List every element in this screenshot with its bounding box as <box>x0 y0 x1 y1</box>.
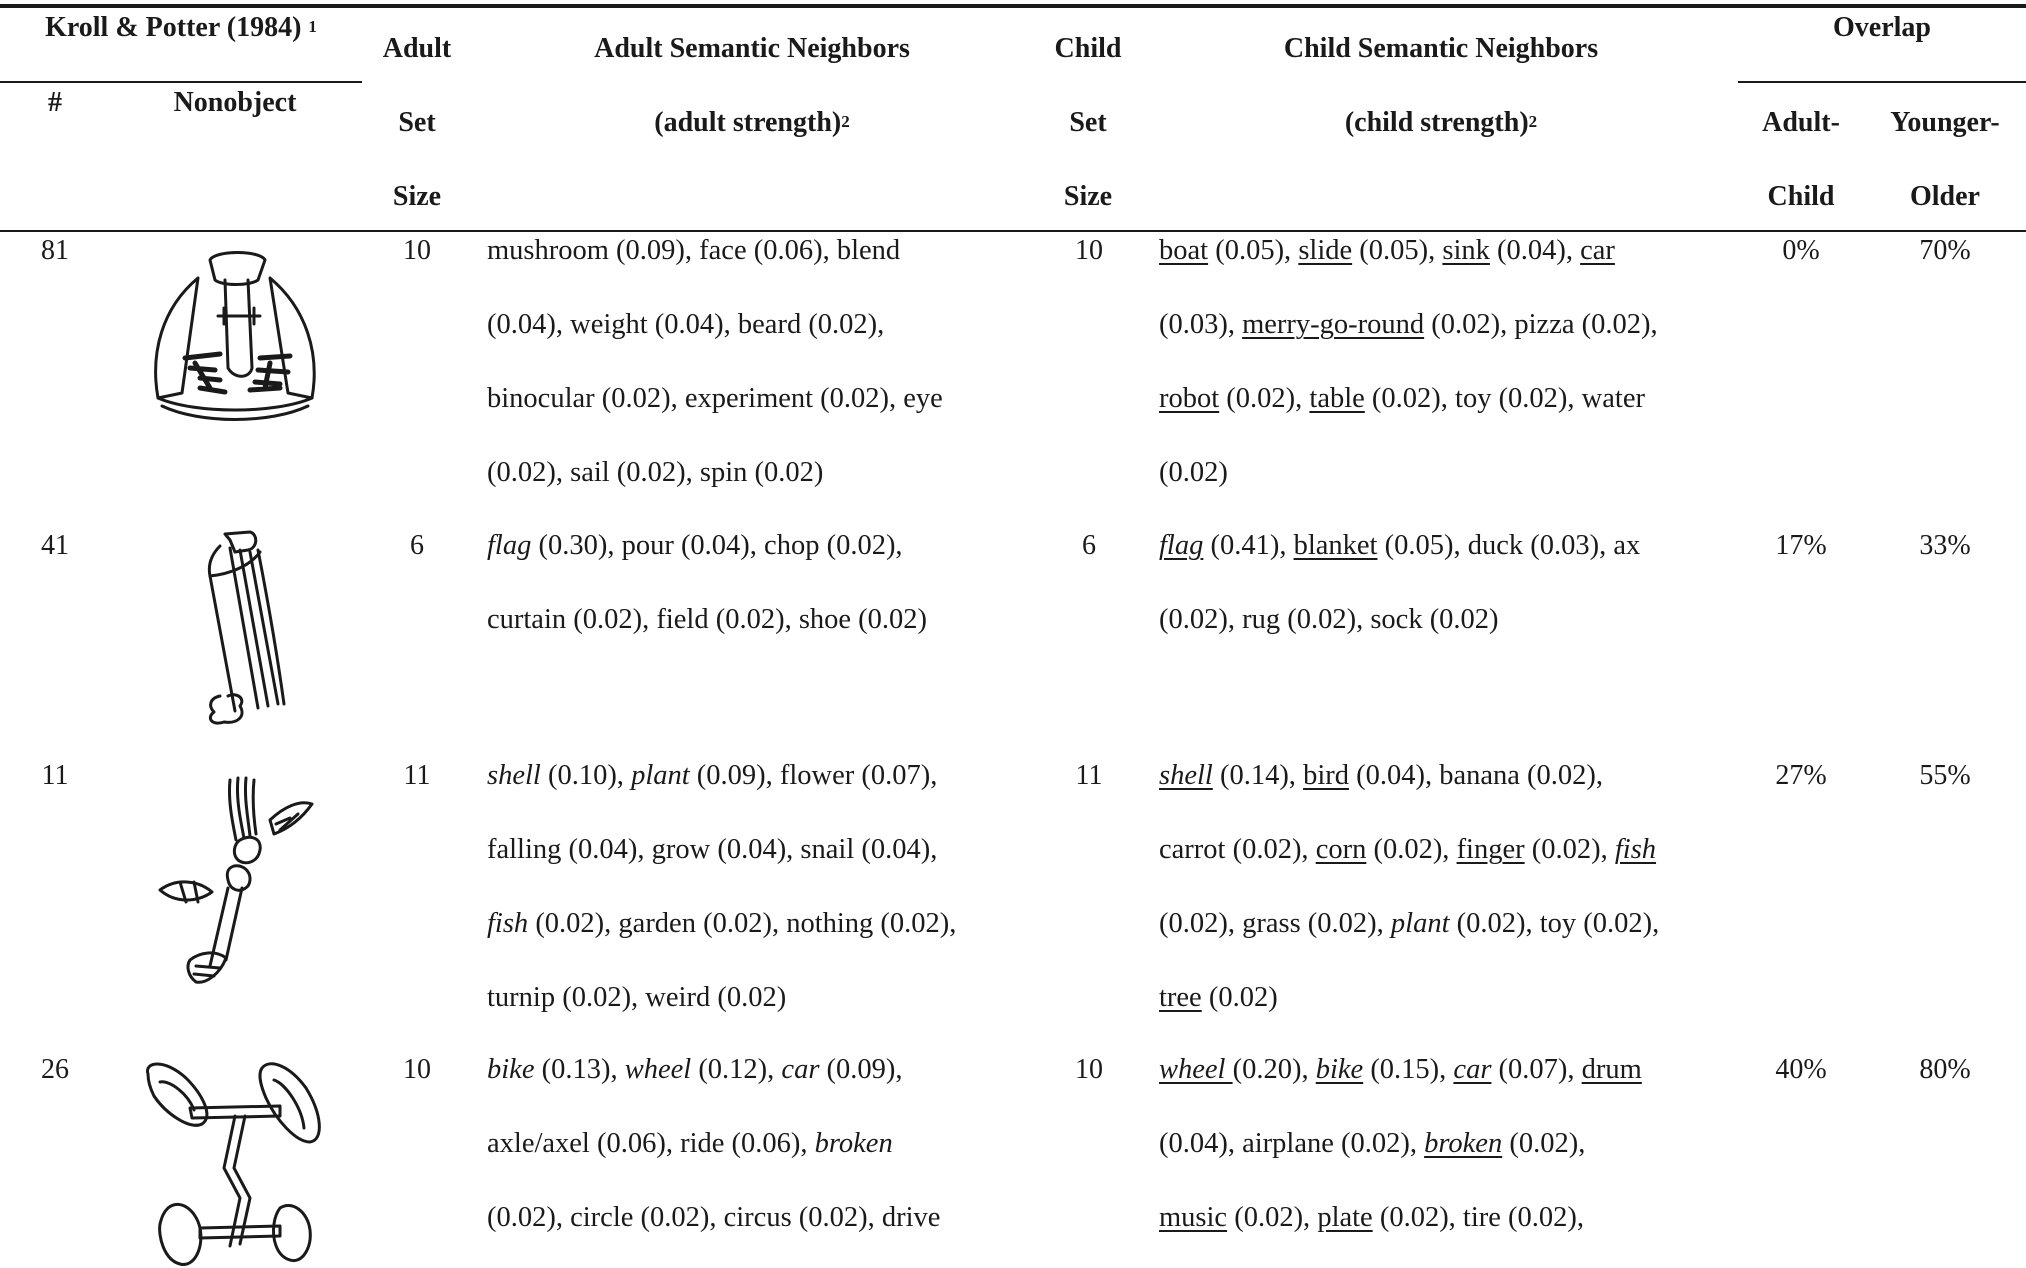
adult-neighbors-line: falling (0.04), grow (0.04), snail (0.04… <box>487 834 938 865</box>
table-top-rule <box>0 4 2026 8</box>
child-neighbors-line: carrot (0.02), corn (0.02), finger (0.02… <box>1159 834 1657 865</box>
child-neighbors-line: (0.02) <box>1159 457 1228 488</box>
adult-set-size: 6 <box>410 530 424 561</box>
adult-neighbors-line: fish (0.02), garden (0.02), nothing (0.0… <box>487 908 957 939</box>
child-set-size: 10 <box>1075 235 1103 266</box>
kroll-potter-group-rule <box>0 81 362 83</box>
adult-child-overlap: 27% <box>1775 760 1827 791</box>
adult-set-size-header: Adult Set Size <box>382 33 452 212</box>
adult-neighbors-line: mushroom (0.09), face (0.06), blend <box>487 235 901 266</box>
child-neighbors-line: tree (0.02) <box>1159 982 1278 1013</box>
adult-neighbors-line: turnip (0.02), weird (0.02) <box>487 982 787 1013</box>
adult-neighbors: flag (0.30), pour (0.04), chop (0.02), c… <box>487 509 927 657</box>
child-neighbors-line: wheel (0.20), bike (0.15), car (0.07), d… <box>1159 1054 1642 1085</box>
adult-neighbors-line: axle/axel (0.06), ride (0.06), broken <box>487 1128 893 1159</box>
child-set-size: 6 <box>1082 530 1096 561</box>
child-neighbors: boat (0.05), slide (0.05), sink (0.04), … <box>1159 214 1658 510</box>
overlap-group-rule <box>1738 81 2026 83</box>
younger-older-overlap-header: Younger- Older <box>1890 107 2000 212</box>
child-neighbors-line: (0.02), grass (0.02), plant (0.02), toy … <box>1159 908 1660 939</box>
adult-set-size: 10 <box>403 235 431 266</box>
number-column-header: # <box>48 87 62 118</box>
nonobject-26-drawing <box>146 1062 321 1266</box>
younger-older-overlap: 70% <box>1919 235 1971 266</box>
child-neighbors-line: music (0.02), plate (0.02), tire (0.02), <box>1159 1202 1585 1233</box>
younger-older-overlap: 55% <box>1919 760 1971 791</box>
adult-set-size: 11 <box>403 760 431 791</box>
adult-set-size: 10 <box>403 1054 431 1085</box>
adult-child-overlap: 17% <box>1775 530 1827 561</box>
child-set-size-header: Child Set Size <box>1054 33 1122 212</box>
child-neighbors: shell (0.14), bird (0.04), banana (0.02)… <box>1159 739 1659 1035</box>
child-neighbors-line: (0.02), rug (0.02), sock (0.02) <box>1159 604 1499 635</box>
adult-neighbors-line: (0.02), sail (0.02), spin (0.02) <box>487 457 824 488</box>
child-neighbors-line: boat (0.05), slide (0.05), sink (0.04), … <box>1159 235 1615 266</box>
item-number: 11 <box>41 760 69 791</box>
adult-neighbors: mushroom (0.09), face (0.06), blend (0.0… <box>487 214 943 510</box>
adult-neighbors-header: Adult Semantic Neighbors (adult strength… <box>594 33 910 138</box>
child-neighbors-header: Child Semantic Neighbors (child strength… <box>1283 33 1599 138</box>
kroll-potter-group-header: Kroll & Potter (1984) 1 <box>45 12 317 43</box>
child-neighbors-line: (0.04), airplane (0.02), broken (0.02), <box>1159 1128 1586 1159</box>
footnote-marker-2b: 2 <box>1528 112 1538 131</box>
adult-neighbors: bike (0.13), wheel (0.12), car (0.09), a… <box>487 1033 940 1255</box>
adult-neighbors-line: (0.04), weight (0.04), beard (0.02), <box>487 309 885 340</box>
child-neighbors-line: shell (0.14), bird (0.04), banana (0.02)… <box>1159 760 1604 791</box>
child-neighbors: wheel (0.20), bike (0.15), car (0.07), d… <box>1159 1033 1642 1255</box>
item-number: 41 <box>41 530 69 561</box>
overlap-group-header: Overlap <box>1833 12 1931 43</box>
younger-older-overlap: 80% <box>1919 1054 1971 1085</box>
adult-neighbors: shell (0.10), plant (0.09), flower (0.07… <box>487 739 956 1035</box>
footnote-marker-1: 1 <box>308 17 317 36</box>
nonobject-column-header: Nonobject <box>173 87 297 118</box>
nonobject-81-drawing <box>154 251 316 421</box>
adult-neighbors-line: binocular (0.02), experiment (0.02), eye <box>487 383 943 414</box>
adult-child-overlap: 40% <box>1775 1054 1827 1085</box>
child-set-size: 11 <box>1075 760 1103 791</box>
adult-neighbors-line: bike (0.13), wheel (0.12), car (0.09), <box>487 1054 903 1085</box>
header-bottom-rule <box>0 230 2026 232</box>
child-neighbors-line: robot (0.02), table (0.02), toy (0.02), … <box>1159 383 1645 414</box>
item-number: 81 <box>41 235 69 266</box>
nonobject-41-drawing <box>207 530 286 725</box>
child-neighbors-line: flag (0.41), blanket (0.05), duck (0.03)… <box>1159 530 1641 561</box>
adult-child-overlap: 0% <box>1782 235 1820 266</box>
child-set-size: 10 <box>1075 1054 1103 1085</box>
child-neighbors: flag (0.41), blanket (0.05), duck (0.03)… <box>1159 509 1640 657</box>
younger-older-overlap: 33% <box>1919 530 1971 561</box>
adult-neighbors-line: curtain (0.02), field (0.02), shoe (0.02… <box>487 604 928 635</box>
adult-neighbors-line: shell (0.10), plant (0.09), flower (0.07… <box>487 760 938 791</box>
item-number: 26 <box>41 1054 69 1085</box>
child-neighbors-line: (0.03), merry-go-round (0.02), pizza (0.… <box>1159 309 1658 340</box>
footnote-marker-2: 2 <box>841 112 850 131</box>
adult-neighbors-line: flag (0.30), pour (0.04), chop (0.02), <box>487 530 903 561</box>
adult-child-overlap-header: Adult- Child <box>1762 107 1840 212</box>
nonobject-11-drawing <box>158 776 314 984</box>
adult-neighbors-line: (0.02), circle (0.02), circus (0.02), dr… <box>487 1202 941 1233</box>
